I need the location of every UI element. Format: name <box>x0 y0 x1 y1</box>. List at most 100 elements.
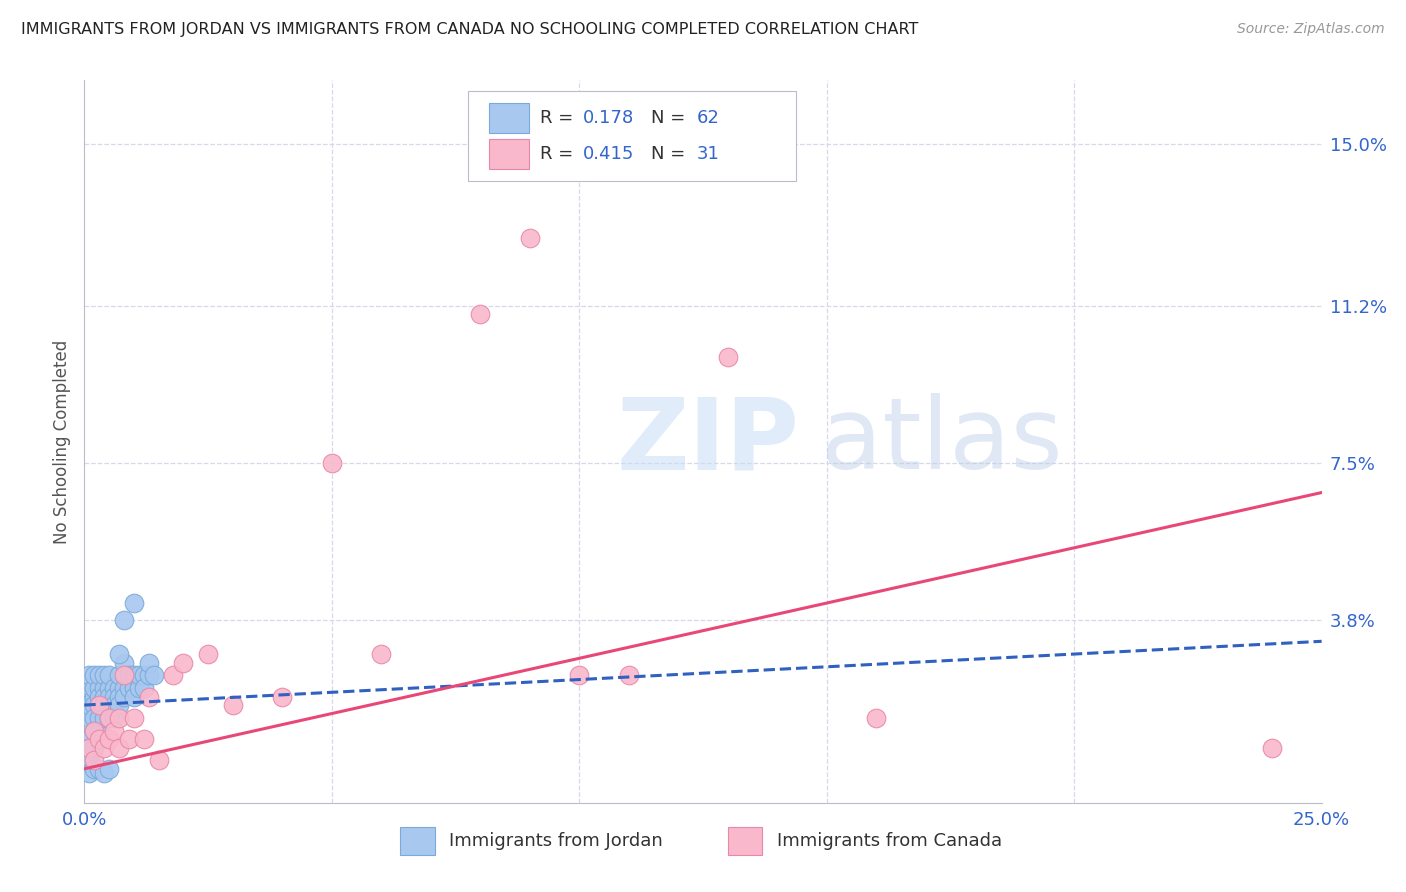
Point <box>79 732 101 747</box>
Point <box>98 711 121 725</box>
Point <box>83 690 105 704</box>
Bar <box>728 828 762 855</box>
Text: ZIP: ZIP <box>616 393 799 490</box>
Point <box>122 690 145 704</box>
Point <box>89 762 111 776</box>
Point <box>108 647 131 661</box>
Point <box>1261 740 1284 755</box>
Point <box>321 456 343 470</box>
Point <box>98 762 121 776</box>
Point <box>93 711 115 725</box>
Point <box>138 656 160 670</box>
Point <box>103 711 125 725</box>
Point <box>89 711 111 725</box>
Point <box>142 668 165 682</box>
Point <box>197 647 219 661</box>
Bar <box>399 828 434 855</box>
Text: 0.178: 0.178 <box>583 109 634 127</box>
Point <box>132 681 155 695</box>
Point <box>79 766 101 780</box>
Point <box>79 681 101 695</box>
Point <box>138 690 160 704</box>
Point <box>93 698 115 712</box>
Point <box>83 681 105 695</box>
Point <box>89 732 111 747</box>
Point <box>83 668 105 682</box>
Point <box>128 681 150 695</box>
Point <box>98 681 121 695</box>
Point <box>79 711 101 725</box>
Point <box>103 681 125 695</box>
Point <box>89 668 111 682</box>
Point <box>568 668 591 682</box>
Point <box>98 668 121 682</box>
Point <box>93 668 115 682</box>
Text: IMMIGRANTS FROM JORDAN VS IMMIGRANTS FROM CANADA NO SCHOOLING COMPLETED CORRELAT: IMMIGRANTS FROM JORDAN VS IMMIGRANTS FRO… <box>21 22 918 37</box>
Point <box>271 690 294 704</box>
Text: Immigrants from Canada: Immigrants from Canada <box>778 832 1002 850</box>
Point <box>122 681 145 695</box>
Point <box>112 613 135 627</box>
Point <box>83 723 105 738</box>
Point <box>89 690 111 704</box>
Point <box>98 698 121 712</box>
Point <box>93 690 115 704</box>
Point <box>118 681 141 695</box>
Point <box>132 668 155 682</box>
Point <box>79 740 101 755</box>
Bar <box>489 139 529 169</box>
Point <box>519 230 541 244</box>
Text: 0.415: 0.415 <box>583 145 634 163</box>
Text: Immigrants from Jordan: Immigrants from Jordan <box>450 832 664 850</box>
Point <box>79 698 101 712</box>
Point <box>148 753 170 767</box>
Text: Source: ZipAtlas.com: Source: ZipAtlas.com <box>1237 22 1385 37</box>
Point <box>79 753 101 767</box>
Point <box>79 690 101 704</box>
Point <box>93 740 115 755</box>
Point <box>122 711 145 725</box>
Point <box>112 668 135 682</box>
Point <box>83 698 105 712</box>
Y-axis label: No Schooling Completed: No Schooling Completed <box>53 340 72 543</box>
Point <box>118 732 141 747</box>
Text: R =: R = <box>540 145 579 163</box>
Point <box>103 690 125 704</box>
Point <box>89 681 111 695</box>
Point <box>108 681 131 695</box>
Point <box>112 656 135 670</box>
Bar <box>489 103 529 133</box>
Point <box>717 350 740 364</box>
Point <box>222 698 245 712</box>
Text: R =: R = <box>540 109 579 127</box>
Point <box>370 647 392 661</box>
Point <box>83 711 105 725</box>
Point <box>98 732 121 747</box>
Point <box>470 307 492 321</box>
Point <box>98 690 121 704</box>
Point <box>128 668 150 682</box>
Point <box>83 753 105 767</box>
Point <box>79 740 101 755</box>
Point <box>108 698 131 712</box>
Point <box>162 668 184 682</box>
Point <box>79 668 101 682</box>
FancyBboxPatch shape <box>468 91 796 181</box>
Point <box>89 698 111 712</box>
Point <box>103 723 125 738</box>
Text: 62: 62 <box>697 109 720 127</box>
Point <box>122 596 145 610</box>
Point <box>108 690 131 704</box>
Point <box>172 656 194 670</box>
Text: N =: N = <box>651 109 690 127</box>
Point <box>83 740 105 755</box>
Point <box>83 762 105 776</box>
Point <box>89 698 111 712</box>
Point <box>108 668 131 682</box>
Point <box>118 668 141 682</box>
Point <box>93 766 115 780</box>
Point <box>83 723 105 738</box>
Point <box>112 690 135 704</box>
Text: atlas: atlas <box>821 393 1062 490</box>
Point <box>93 681 115 695</box>
